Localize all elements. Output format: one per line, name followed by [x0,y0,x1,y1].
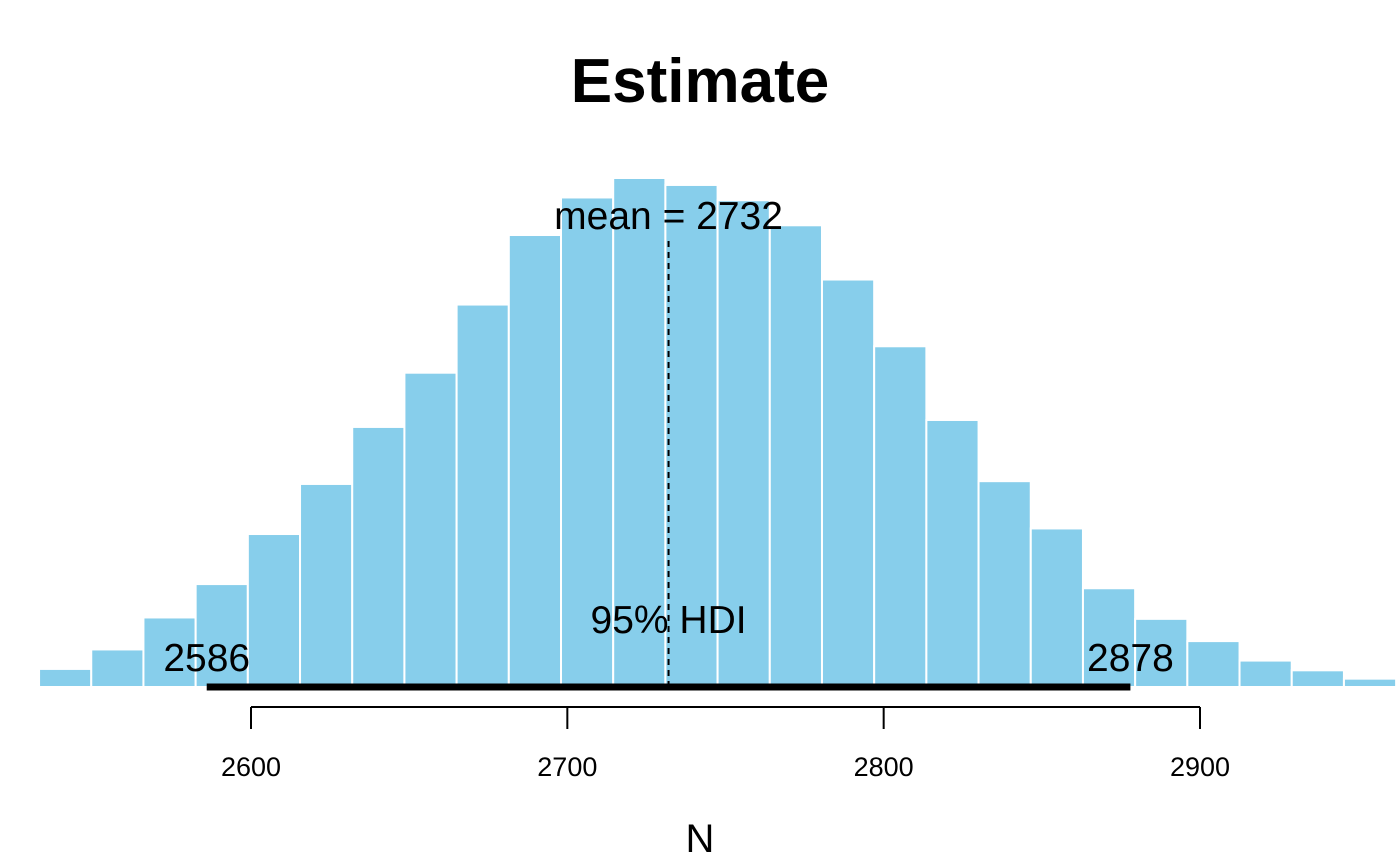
histogram-bar [1290,669,1345,688]
histogram-bar [664,183,719,688]
x-axis-label: N [686,817,715,861]
histogram-bar [351,425,406,688]
x-tick-label: 2800 [854,752,914,782]
histogram-bar [403,371,458,688]
histogram-bar [142,616,197,688]
hdi-high-label: 2878 [1087,637,1174,680]
histogram-bar [1342,677,1398,689]
histogram-bar [873,345,928,688]
x-tick-label: 2900 [1170,752,1230,782]
histogram-bar [560,196,615,688]
histogram-bar [977,480,1032,688]
histogram-bar [38,667,93,689]
histogram-bar [1029,527,1084,689]
histogram-bar [1238,659,1293,688]
histogram-bar [455,303,510,688]
histogram-bar [1134,617,1189,688]
histogram-bar [194,583,249,688]
histogram-bar [507,234,563,688]
histogram-bar [925,418,980,688]
histogram-bar [768,224,823,688]
histogram-bar [299,482,354,689]
x-tick-label: 2600 [221,752,281,782]
histogram-bar [90,648,145,688]
histogram-bars [38,177,1398,689]
hdi-low-label: 2586 [163,637,250,680]
histogram-bar [716,199,771,688]
x-axis: 2600 2700 2800 2900 [221,706,1230,782]
histogram-bar [1186,640,1241,689]
mean-label: mean = 2732 [554,195,783,238]
histogram-bar [246,533,302,688]
x-tick-label: 2700 [537,752,597,782]
chart-title: Estimate [571,47,829,116]
histogram-bar [820,278,876,688]
hdi-label: 95% HDI [591,599,747,642]
